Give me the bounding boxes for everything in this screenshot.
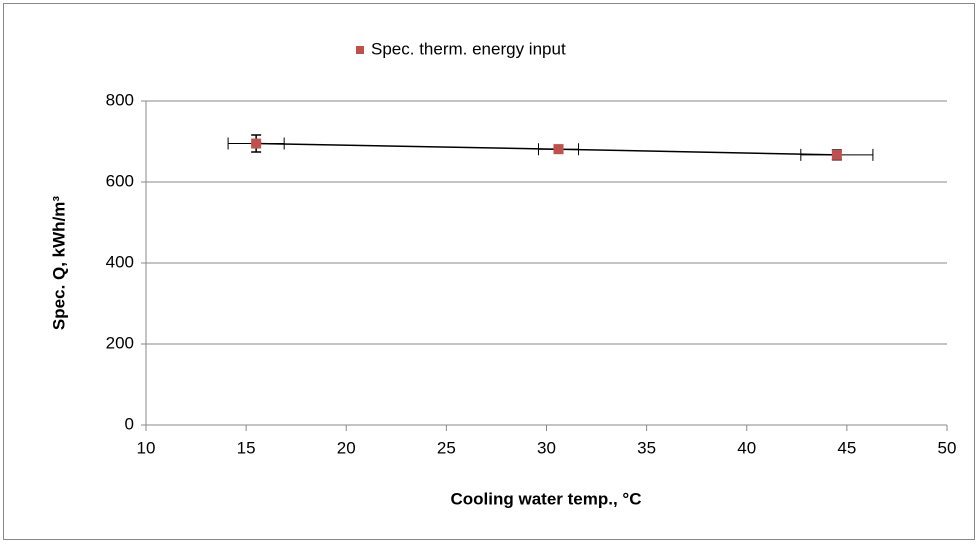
y-axis-label: Spec. Q, kWh/m³: [49, 196, 68, 330]
point: [831, 149, 842, 160]
legend-marker: [356, 46, 364, 54]
y-tick-label: 400: [106, 252, 134, 271]
x-tick-label: 10: [137, 438, 156, 457]
y-tick-label: 200: [106, 333, 134, 352]
x-tick-label: 30: [537, 438, 556, 457]
y-tick-label: 600: [106, 171, 134, 190]
x-tick-label: 20: [337, 438, 356, 457]
chart-border: [3, 3, 975, 540]
x-tick-label: 45: [837, 438, 856, 457]
x-tick-label: 15: [237, 438, 256, 457]
x-tick-label: 50: [938, 438, 957, 457]
y-tick-label: 800: [106, 90, 134, 109]
x-tick-label: 40: [737, 438, 756, 457]
x-tick-label: 25: [437, 438, 456, 457]
legend-label: Spec. therm. energy input: [371, 39, 566, 58]
point: [251, 138, 262, 149]
x-tick-label: 35: [637, 438, 656, 457]
point: [553, 144, 564, 155]
x-axis-label: Cooling water temp., °C: [451, 489, 642, 508]
y-tick-label: 0: [125, 414, 134, 433]
